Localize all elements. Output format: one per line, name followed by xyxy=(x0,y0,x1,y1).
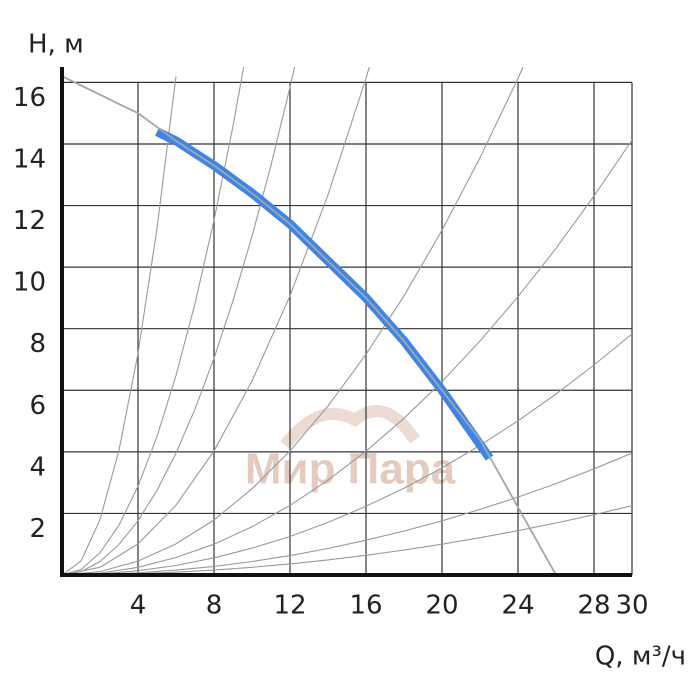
y-tick-label: 16 xyxy=(13,83,46,113)
x-tick-label: 16 xyxy=(349,591,382,621)
x-axis-label: Q, м³/ч xyxy=(595,642,686,672)
system-curve xyxy=(62,67,245,575)
y-tick-label: 2 xyxy=(29,514,46,544)
x-tick-label: 12 xyxy=(273,591,306,621)
y-tick-label: 10 xyxy=(13,268,46,298)
y-axis-label: H, м xyxy=(28,30,84,60)
system-curve xyxy=(62,67,296,575)
y-tick-label: 4 xyxy=(29,452,46,482)
y-tick-label: 12 xyxy=(13,206,46,236)
system-curve xyxy=(62,76,177,575)
y-tick-label: 6 xyxy=(29,391,46,421)
watermark-logo xyxy=(280,405,420,449)
watermark: Мир Пара xyxy=(245,445,456,494)
x-tick-label: 20 xyxy=(425,591,458,621)
x-tick-label: 24 xyxy=(501,591,534,621)
x-tick-label: 4 xyxy=(130,591,147,621)
system-curve xyxy=(62,333,632,575)
system-curve xyxy=(62,139,632,575)
y-tick-label: 8 xyxy=(29,329,46,359)
x-tick-label: 28 xyxy=(577,591,610,621)
system-curve xyxy=(62,67,524,575)
system-curve xyxy=(62,452,632,575)
grid xyxy=(62,81,633,575)
curves xyxy=(62,67,632,575)
x-tick-label: 30 xyxy=(615,591,648,621)
x-tick-label: 8 xyxy=(206,591,223,621)
y-tick-label: 14 xyxy=(13,144,46,174)
system-curve xyxy=(62,67,370,575)
pump-curve xyxy=(62,75,557,575)
